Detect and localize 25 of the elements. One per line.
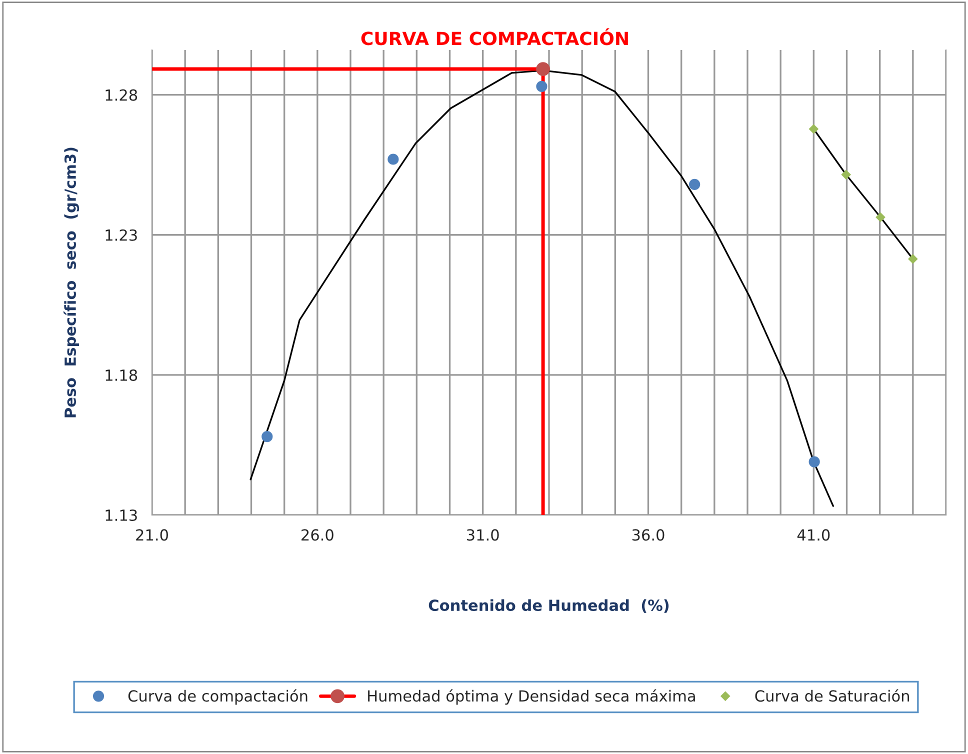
point	[908, 254, 918, 264]
x-tick-label: 21.0	[136, 529, 168, 541]
legend-label: Humedad óptima y Densidad seca máxima	[368, 689, 695, 705]
x-axis-title: Contenido de Humedad (%)	[428, 599, 669, 613]
legend-label: Curva de compactación	[128, 689, 308, 705]
point	[876, 212, 886, 222]
x-tick-label: 31.0	[466, 529, 499, 541]
x-tick-label: 41.0	[797, 529, 830, 541]
point	[262, 431, 273, 442]
x-tick-label: 36.0	[632, 529, 664, 541]
chart-title: CURVA DE COMPACTACIÓN	[361, 28, 628, 46]
y-axis-title: Peso Específico seco (gr/cm3)	[64, 148, 80, 418]
y-tick-label: 1.13	[106, 509, 137, 522]
point	[536, 62, 550, 76]
y-tick-label: 1.28	[106, 89, 138, 101]
legend-label: Curva de Saturación	[755, 689, 909, 702]
point	[536, 80, 548, 92]
point	[689, 178, 700, 190]
y-tick-label: 1.18	[106, 369, 138, 381]
point	[388, 154, 399, 165]
point	[809, 124, 818, 134]
x-tick-label: 26.0	[302, 529, 334, 541]
point	[841, 170, 851, 180]
y-tick-label: 1.23	[106, 229, 137, 241]
point	[808, 456, 820, 468]
